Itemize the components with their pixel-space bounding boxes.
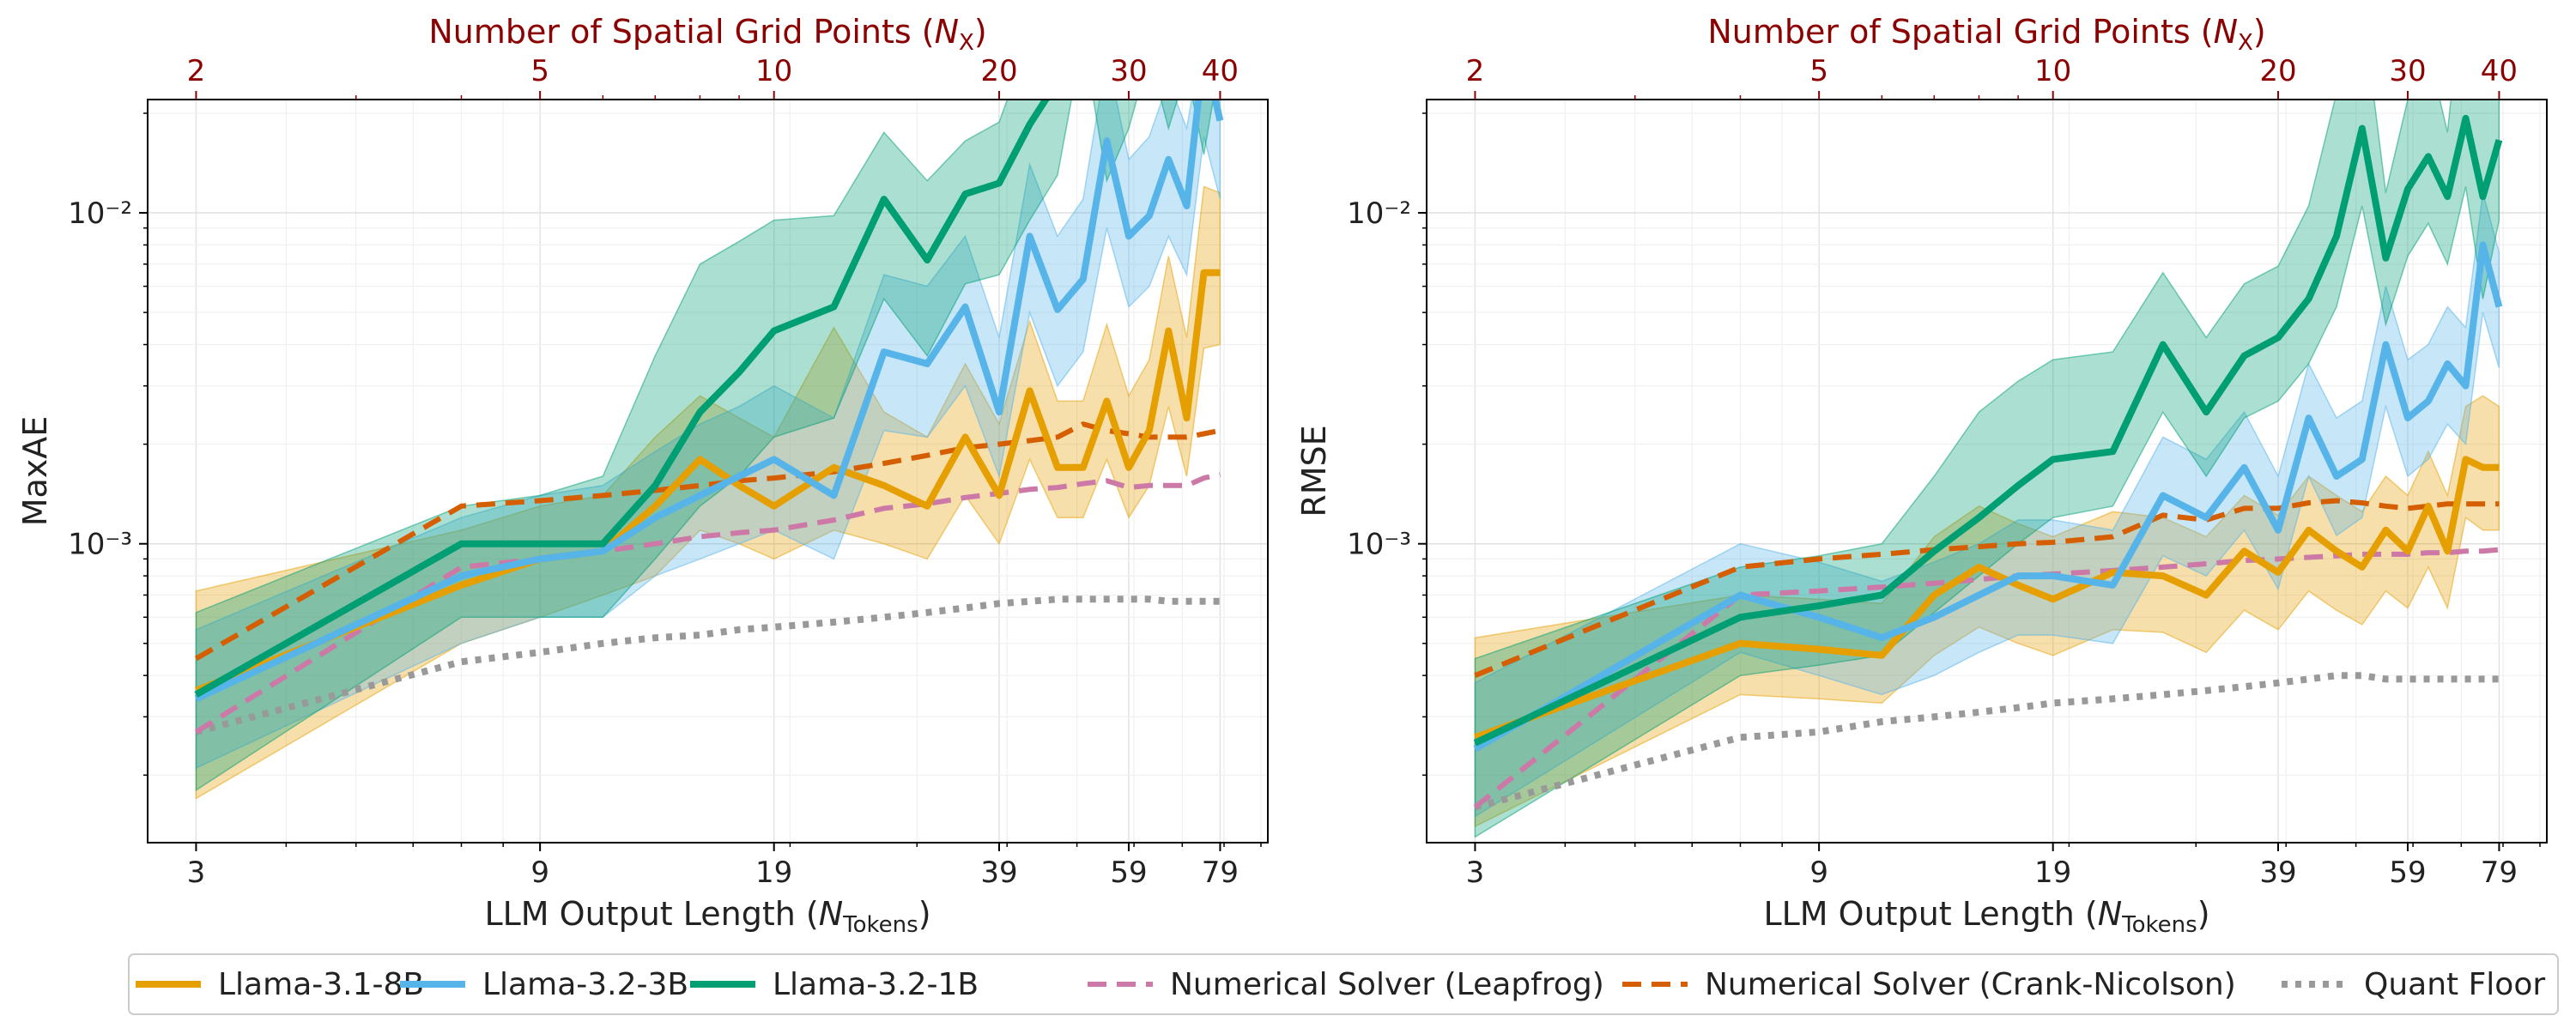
legend-item-numerical-solver-crank-nicolson: Numerical Solver (Crank-Nicolson) — [1622, 967, 2236, 1002]
x-axis-title: LLM Output Length (NTokens) — [1763, 895, 2209, 938]
series-line-numerical-solver-leapfrog — [1473, 547, 2500, 810]
band-llama-3-2-1b — [1474, 100, 2500, 838]
legend-label: Llama-3.1-8B — [218, 967, 424, 1002]
top-axis-title: Number of Spatial Grid Points (NX) — [1707, 13, 2265, 56]
top-tick-label: 10 — [755, 54, 792, 88]
legend: Llama-3.1-8B Llama-3.2-3B Llama-3.2-1B Nume… — [128, 953, 2559, 1015]
x-tick-label: 59 — [1110, 856, 1147, 890]
top-tick-label: 30 — [2389, 54, 2426, 88]
band-llama-3-2-1b — [195, 100, 1215, 792]
y-tick-label: 10⁻² — [1347, 197, 1411, 231]
x-tick-label: 79 — [1202, 856, 1239, 890]
top-tick-label: 5 — [530, 54, 549, 88]
top-tick-label: 2 — [187, 54, 206, 88]
legend-item-quant-floor: Quant Floor — [2282, 967, 2545, 1002]
top-tick-label: 30 — [1110, 54, 1147, 88]
x-tick-label: 59 — [2389, 856, 2426, 890]
top-tick-label: 10 — [2034, 54, 2071, 88]
top-tick-label: 40 — [1202, 54, 1239, 88]
band-llama-3-1-8b — [1474, 395, 2500, 828]
x-tick-label: 39 — [2259, 856, 2296, 890]
top-tick-label: 40 — [2481, 54, 2518, 88]
axes-frame — [1426, 99, 2548, 844]
series-line-llama-3-1-8b — [1474, 456, 2500, 741]
series-line-llama-3-2-3b — [1473, 241, 2503, 753]
series-line-llama-3-2-3b — [194, 100, 1224, 703]
axes-frame — [147, 99, 1269, 844]
y-axis-title: MaxAE — [16, 416, 54, 527]
top-tick-label: 20 — [980, 54, 1017, 88]
y-tick-label: 10⁻³ — [1347, 528, 1411, 562]
legend-item-llama-3-2-3b: Llama-3.2-3B — [400, 967, 688, 1002]
series-line-numerical-solver-crank-nicolson — [1474, 498, 2500, 678]
x-tick-label: 3 — [187, 856, 206, 890]
x-tick-label: 9 — [530, 856, 549, 890]
top-tick-label: 5 — [1809, 54, 1828, 88]
plot-area — [194, 100, 1224, 800]
band-llama-3-2-3b — [195, 100, 1221, 770]
x-axis-title: LLM Output Length (NTokens) — [484, 895, 930, 938]
x-tick-label: 19 — [2034, 856, 2071, 890]
series-line-numerical-solver-leapfrog — [194, 471, 1221, 735]
legend-item-numerical-solver-leapfrog: Numerical Solver (Leapfrog) — [1088, 967, 1604, 1002]
legend-label: Numerical Solver (Crank-Nicolson) — [1705, 967, 2236, 1002]
legend-label: Llama-3.2-3B — [482, 967, 688, 1002]
x-tick-label: 39 — [980, 856, 1017, 890]
legend-box — [128, 953, 2559, 1015]
y-tick-label: 10⁻³ — [68, 528, 132, 562]
x-tick-label: 79 — [2481, 856, 2518, 890]
y-tick-label: 10⁻² — [68, 197, 132, 231]
plot-area — [1473, 100, 2503, 838]
legend-item-llama-3-2-1b: Llama-3.2-1B — [690, 967, 979, 1002]
legend-item-llama-3-1-8b: Llama-3.1-8B — [136, 967, 424, 1002]
grid — [1427, 100, 2547, 843]
x-tick-label: 9 — [1809, 856, 1828, 890]
series-line-numerical-solver-crank-nicolson — [194, 421, 1221, 662]
x-tick-label: 3 — [1466, 856, 1485, 890]
legend-label: Llama-3.2-1B — [773, 967, 979, 1002]
legend-label: Quant Floor — [2364, 967, 2545, 1002]
top-tick-label: 2 — [1466, 54, 1485, 88]
x-tick-label: 19 — [755, 856, 792, 890]
top-tick-label: 20 — [2259, 54, 2296, 88]
y-axis-title: RMSE — [1295, 425, 1333, 517]
top-axis-title: Number of Spatial Grid Points (NX) — [428, 13, 986, 56]
series-line-llama-3-2-1b — [194, 100, 1050, 698]
legend-label: Numerical Solver (Leapfrog) — [1170, 967, 1604, 1002]
series-line-llama-3-1-8b — [194, 269, 1221, 694]
series-line-llama-3-2-1b — [1473, 114, 2503, 747]
